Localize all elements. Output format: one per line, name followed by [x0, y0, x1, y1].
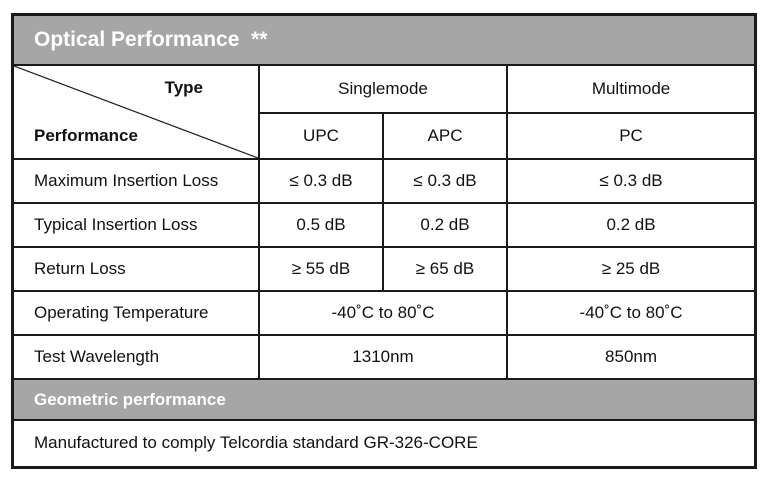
apc-value: ≤ 0.3 dB: [382, 158, 508, 204]
corner-type-label: Type: [164, 78, 203, 97]
apc-header: APC: [382, 112, 508, 160]
pc-header: PC: [505, 112, 755, 160]
pc-value: ≤ 0.3 dB: [505, 158, 755, 204]
multimode-value: -40˚C to 80˚C: [505, 290, 755, 336]
row-label: Operating Temperature: [14, 290, 260, 336]
header-row-2: UPC APC PC: [14, 112, 755, 160]
row-label: Typical Insertion Loss: [14, 202, 260, 248]
upc-header: UPC: [259, 112, 384, 160]
row-label: Test Wavelength: [14, 334, 260, 380]
geometric-row: Manufactured to comply Telcordia standar…: [14, 419, 755, 464]
table-row: Operating Temperature -40˚C to 80˚C -40˚…: [14, 290, 755, 336]
pc-value: ≥ 25 dB: [505, 246, 755, 292]
pc-value: 0.2 dB: [505, 202, 755, 248]
upc-value: ≥ 55 dB: [258, 246, 384, 292]
spec-table-frame: Optical Performance ** Type Performance …: [11, 13, 757, 469]
header-row-1: Type Performance Singlemode Multimode: [14, 64, 755, 160]
multimode-header: Multimode: [505, 64, 755, 114]
apc-value: 0.2 dB: [382, 202, 508, 248]
multimode-value: 850nm: [505, 334, 755, 380]
table-title: Optical Performance **: [14, 16, 755, 66]
diagonal-line: [14, 66, 258, 158]
upc-value: 0.5 dB: [258, 202, 384, 248]
table-row: Typical Insertion Loss 0.5 dB 0.2 dB 0.2…: [14, 202, 755, 248]
singlemode-header: Singlemode: [258, 64, 508, 114]
corner-header-cell: Type Performance: [14, 64, 260, 160]
geometric-text: Manufactured to comply Telcordia standar…: [14, 419, 755, 464]
singlemode-value: 1310nm: [258, 334, 508, 380]
upc-value: ≤ 0.3 dB: [258, 158, 384, 204]
singlemode-value: -40˚C to 80˚C: [258, 290, 508, 336]
apc-value: ≥ 65 dB: [382, 246, 508, 292]
geometric-title-row: Geometric performance: [14, 378, 755, 421]
row-label: Return Loss: [14, 246, 260, 292]
title-row: Optical Performance **: [14, 16, 755, 66]
geometric-title: Geometric performance: [14, 378, 755, 421]
corner-performance-label: Performance: [34, 126, 138, 145]
table-row: Return Loss ≥ 55 dB ≥ 65 dB ≥ 25 dB: [14, 246, 755, 292]
table-row: Test Wavelength 1310nm 850nm: [14, 334, 755, 380]
table-row: Maximum Insertion Loss ≤ 0.3 dB ≤ 0.3 dB…: [14, 158, 755, 204]
row-label: Maximum Insertion Loss: [14, 158, 260, 204]
optical-performance-table: Optical Performance ** Type Performance …: [14, 16, 755, 464]
